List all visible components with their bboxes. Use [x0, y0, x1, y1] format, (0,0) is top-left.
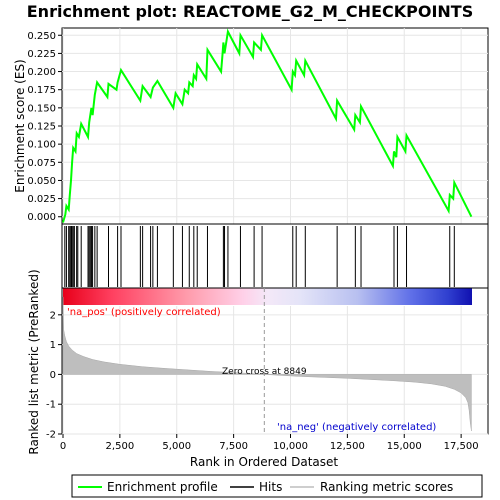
metric-y-tick-label: 1: [50, 340, 56, 351]
pos-correlated-label: 'na_pos' (positively correlated): [67, 307, 221, 318]
x-tick-label: 12,500: [330, 441, 365, 452]
es-y-tick-label: 0.175: [27, 85, 56, 96]
enrichment-profile-line: [62, 28, 473, 223]
es-y-tick-label: 0.050: [27, 176, 56, 187]
es-y-tick-label: 0.225: [27, 49, 56, 60]
es-y-axis: 0.000 0.025 0.050 0.075 0.100 0.125 0.150 0.175…: [27, 31, 62, 223]
x-axis-label: Rank in Ordered Dataset: [190, 455, 338, 469]
es-gridlines: [62, 28, 488, 224]
es-y-axis-label: Enrichment score (ES): [13, 59, 27, 192]
zero-cross-label: Zero cross at 8849: [222, 367, 307, 377]
chart-title: Enrichment plot: REACTOME_G2_M_CHECKPOIN…: [27, 2, 474, 21]
hit-markers: [64, 226, 455, 287]
es-y-tick-label: 0.075: [27, 158, 56, 169]
legend-hits-label: Hits: [259, 480, 282, 494]
es-y-tick-label: 0.125: [27, 122, 56, 133]
es-y-tick-label: 0.150: [27, 103, 56, 114]
x-tick-label: 17,500: [444, 441, 479, 452]
hits-panel: [61, 223, 489, 289]
es-y-tick-label: 0.025: [27, 194, 56, 205]
metric-y-tick-label: -2: [46, 430, 56, 441]
legend-box: [71, 474, 483, 498]
legend: Enrichment profile Hits Ranking metric s…: [71, 474, 483, 498]
es-y-tick-label: 0.250: [27, 31, 56, 42]
metric-y-tick-label: -1: [46, 400, 56, 411]
neg-correlated-label: 'na_neg' (negatively correlated): [277, 422, 436, 433]
legend-metric-label: Ranking metric scores: [320, 480, 453, 494]
metric-y-axis: -2 -1 0 1 2: [46, 310, 62, 441]
x-tick-label: 5,000: [162, 441, 191, 452]
x-tick-label: 2,500: [106, 441, 135, 452]
metric-y-tick-label: 0: [50, 370, 56, 381]
metric-y-axis-label: Ranked list metric (PreRanked): [27, 269, 41, 454]
x-tick-label: 15,000: [387, 441, 422, 452]
x-axis: 0 2,500 5,000 7,500 10,000 12,500 15,000 17,500: [60, 434, 479, 452]
es-y-tick-label: 0.000: [27, 212, 56, 223]
rank-color-bar: [63, 288, 472, 305]
metric-y-tick-label: 2: [50, 310, 56, 321]
legend-profile-label: Enrichment profile: [107, 480, 218, 494]
es-y-tick-label: 0.200: [27, 67, 56, 78]
x-tick-label: 7,500: [219, 441, 248, 452]
es-y-tick-label: 0.100: [27, 140, 56, 151]
x-tick-label: 0: [60, 441, 66, 452]
x-tick-label: 10,000: [273, 441, 308, 452]
